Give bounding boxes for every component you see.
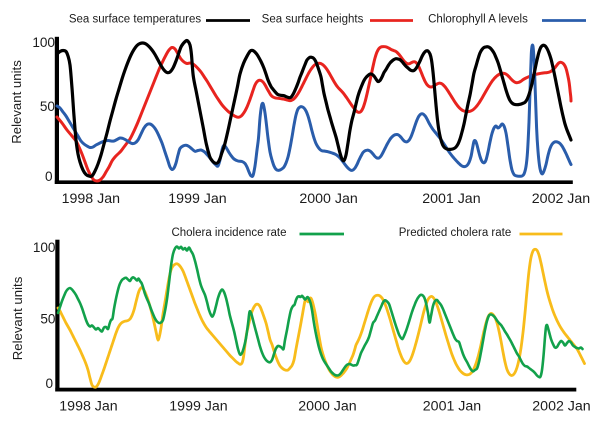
svg-text:Predicted cholera rate: Predicted cholera rate (399, 227, 512, 239)
svg-text:1999 Jan: 1999 Jan (169, 399, 227, 415)
svg-text:Sea surface temperatures: Sea surface temperatures (69, 14, 202, 26)
svg-text:2001 Jan: 2001 Jan (422, 191, 480, 207)
svg-text:1999 Jan: 1999 Jan (168, 191, 226, 207)
svg-text:Sea surface heights: Sea surface heights (262, 14, 364, 26)
svg-text:1998 Jan: 1998 Jan (59, 399, 117, 415)
svg-text:Chlorophyll A levels: Chlorophyll A levels (428, 14, 528, 26)
svg-text:100: 100 (33, 240, 56, 255)
svg-text:0: 0 (45, 376, 53, 391)
svg-text:100: 100 (32, 35, 55, 50)
svg-text:2000 Jan: 2000 Jan (298, 399, 356, 415)
svg-text:50: 50 (40, 311, 56, 326)
svg-text:2000 Jan: 2000 Jan (299, 191, 357, 207)
svg-text:2001 Jan: 2001 Jan (423, 399, 481, 415)
svg-text:0: 0 (45, 169, 53, 184)
svg-text:2002 Jan: 2002 Jan (532, 399, 590, 415)
svg-text:Relevant units: Relevant units (9, 60, 24, 144)
svg-text:Cholera incidence rate: Cholera incidence rate (171, 227, 286, 239)
svg-text:50: 50 (40, 99, 56, 114)
svg-text:2002 Jan: 2002 Jan (532, 191, 590, 207)
svg-text:1998 Jan: 1998 Jan (62, 191, 120, 207)
svg-text:Relevant units: Relevant units (10, 276, 25, 360)
